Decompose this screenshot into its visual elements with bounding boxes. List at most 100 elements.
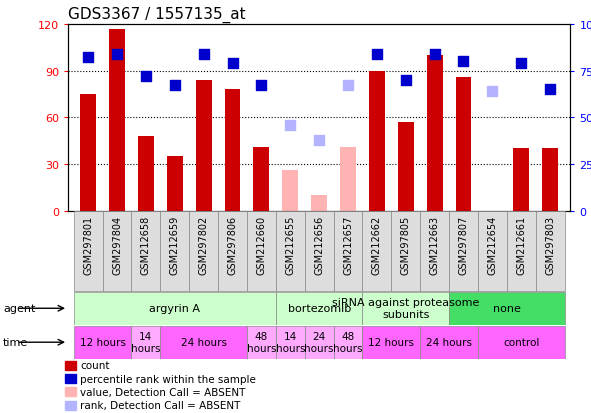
Text: rank, Detection Call = ABSENT: rank, Detection Call = ABSENT (80, 400, 241, 410)
Bar (225, 90, 241, 211)
Text: 24 hours: 24 hours (426, 337, 472, 347)
Bar (167, 157, 183, 211)
Text: GDS3367 / 1557135_at: GDS3367 / 1557135_at (68, 7, 246, 24)
Bar (74, 326, 131, 358)
Bar (478, 211, 507, 292)
Bar (535, 211, 564, 292)
Bar (420, 211, 449, 292)
Bar (138, 137, 154, 211)
Bar (456, 78, 472, 211)
Text: GSM297802: GSM297802 (199, 215, 209, 274)
Bar (369, 71, 385, 211)
Text: control: control (503, 337, 540, 347)
Bar (478, 326, 564, 358)
Bar (254, 147, 269, 211)
Text: GSM212660: GSM212660 (256, 215, 267, 274)
Bar (160, 326, 247, 358)
Text: 24
hours: 24 hours (304, 332, 334, 353)
Point (83, 55, 93, 62)
Text: GSM297804: GSM297804 (112, 215, 122, 274)
Bar (333, 211, 362, 292)
Bar (362, 326, 420, 358)
Bar (333, 326, 362, 358)
Bar (305, 326, 333, 358)
Point (170, 83, 180, 90)
Text: 12 hours: 12 hours (368, 337, 414, 347)
Bar (276, 211, 305, 292)
Bar (247, 326, 276, 358)
Text: GSM212658: GSM212658 (141, 215, 151, 274)
Bar (276, 292, 362, 325)
Text: siRNA against proteasome
subunits: siRNA against proteasome subunits (332, 298, 479, 319)
Bar (449, 211, 478, 292)
Bar (196, 81, 212, 211)
Bar (427, 56, 443, 211)
Bar (276, 326, 305, 358)
Bar (247, 211, 276, 292)
Text: GSM212659: GSM212659 (170, 215, 180, 274)
Text: 12 hours: 12 hours (80, 337, 126, 347)
Bar (305, 211, 333, 292)
Text: value, Detection Call = ABSENT: value, Detection Call = ABSENT (80, 387, 246, 397)
Point (199, 51, 209, 58)
Bar (103, 211, 131, 292)
Text: GSM212663: GSM212663 (430, 215, 440, 274)
Bar (189, 211, 218, 292)
Text: GSM297801: GSM297801 (83, 215, 93, 274)
Bar (311, 195, 327, 211)
Text: none: none (493, 304, 521, 313)
Bar (218, 211, 247, 292)
Bar (131, 211, 160, 292)
Bar (542, 149, 558, 211)
Point (372, 51, 382, 58)
Point (112, 51, 122, 58)
Bar (340, 147, 356, 211)
Text: count: count (80, 361, 110, 370)
Text: GSM212661: GSM212661 (516, 215, 526, 274)
Bar (514, 149, 529, 211)
Bar (131, 326, 160, 358)
Point (228, 61, 237, 67)
Bar (398, 123, 414, 211)
Point (285, 122, 295, 129)
Bar (109, 29, 125, 211)
Text: 48
hours: 48 hours (333, 332, 363, 353)
Point (314, 137, 324, 144)
Text: 14
hours: 14 hours (131, 332, 161, 353)
Bar (420, 326, 478, 358)
Point (401, 77, 411, 84)
Bar (74, 292, 276, 325)
Text: bortezomib: bortezomib (287, 304, 351, 313)
Text: argyrin A: argyrin A (150, 304, 200, 313)
Bar (362, 211, 391, 292)
Bar (282, 171, 298, 211)
Text: GSM297803: GSM297803 (545, 215, 555, 274)
Text: percentile rank within the sample: percentile rank within the sample (80, 374, 256, 384)
Bar (507, 211, 535, 292)
Point (430, 51, 439, 58)
Text: 48
hours: 48 hours (246, 332, 276, 353)
Text: GSM212655: GSM212655 (285, 215, 296, 274)
Text: 24 hours: 24 hours (181, 337, 227, 347)
Point (545, 87, 555, 93)
Text: agent: agent (3, 304, 35, 313)
Bar (74, 211, 103, 292)
Point (343, 83, 353, 90)
Text: time: time (3, 337, 28, 347)
Bar (391, 211, 420, 292)
Text: GSM212654: GSM212654 (488, 215, 498, 274)
Text: GSM212657: GSM212657 (343, 215, 353, 274)
Bar (80, 95, 96, 211)
Bar (449, 292, 564, 325)
Point (459, 59, 468, 65)
Point (488, 88, 497, 95)
Bar (362, 292, 449, 325)
Text: GSM212656: GSM212656 (314, 215, 324, 274)
Point (517, 61, 526, 67)
Text: GSM297806: GSM297806 (228, 215, 238, 274)
Point (141, 74, 151, 80)
Text: GSM297807: GSM297807 (459, 215, 469, 274)
Text: GSM297805: GSM297805 (401, 215, 411, 274)
Point (256, 83, 266, 90)
Text: GSM212662: GSM212662 (372, 215, 382, 274)
